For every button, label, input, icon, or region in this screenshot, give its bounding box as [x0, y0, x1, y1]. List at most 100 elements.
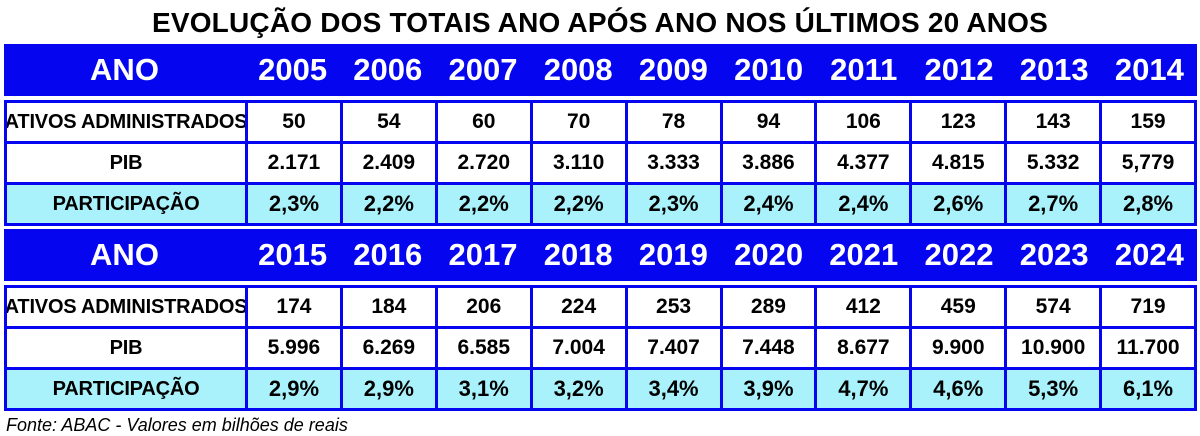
- value-cell: 5,3%: [1004, 370, 1099, 408]
- value-cell: 2,2%: [339, 185, 435, 223]
- value-cell: 9.900: [909, 329, 1004, 367]
- year-cell: 2012: [924, 52, 994, 87]
- row-label: PIB: [109, 336, 143, 359]
- value-cell: 143: [1004, 103, 1099, 141]
- value-cell: 60: [434, 103, 530, 141]
- year-cell: 2014: [1114, 52, 1184, 87]
- year-cell: 2013: [1019, 52, 1089, 87]
- year-cell: 2005: [258, 52, 328, 87]
- year-cell: 2006: [353, 52, 423, 87]
- value-cell: 2,9%: [339, 370, 435, 408]
- value-cell: 106: [814, 103, 909, 141]
- value-cell: 54: [339, 103, 435, 141]
- value-cell: 2,4%: [814, 185, 909, 223]
- year-header-label: ANO: [90, 237, 159, 272]
- value-cell: 10.900: [1004, 329, 1099, 367]
- value-cell: 184: [339, 288, 435, 326]
- year-header-label: ANO: [90, 52, 159, 87]
- year-header-row-2: ANO 2015 2016 2017 2018 2019 2020 2021 2…: [4, 229, 1197, 281]
- year-cell: 2019: [638, 237, 708, 272]
- value-cell: 6.585: [434, 329, 530, 367]
- evolution-table: ANO 2005 2006 2007 2008 2009 2010 2011 2…: [4, 44, 1197, 411]
- value-cell: 3,2%: [529, 370, 625, 408]
- table-row-ativos-1: ATIVOS ADMINISTRADOS 50 54 60 70 78 94 1…: [7, 103, 1194, 144]
- value-cell: 3.333: [624, 144, 720, 182]
- year-cell: 2017: [448, 237, 518, 272]
- value-cell: 4,6%: [909, 370, 1004, 408]
- value-cell: 2.171: [245, 144, 340, 182]
- value-cell: 2,3%: [245, 185, 340, 223]
- value-cell: 5.332: [1004, 144, 1099, 182]
- value-cell: 50: [245, 103, 340, 141]
- value-cell: 159: [1099, 103, 1194, 141]
- value-cell: 6.269: [339, 329, 435, 367]
- table-row-ativos-2: ATIVOS ADMINISTRADOS 174 184 206 224 253…: [7, 288, 1194, 329]
- value-cell: 3,4%: [624, 370, 720, 408]
- value-cell: 2,2%: [529, 185, 625, 223]
- year-cell: 2008: [543, 52, 613, 87]
- table-row-pib-1: PIB 2.171 2.409 2.720 3.110 3.333 3.886 …: [7, 144, 1194, 185]
- value-cell: 3.110: [529, 144, 625, 182]
- year-cell: 2010: [734, 52, 804, 87]
- value-cell: 4,7%: [814, 370, 909, 408]
- value-cell: 174: [245, 288, 340, 326]
- value-cell: 224: [529, 288, 625, 326]
- table-row-participacao-1: PARTICIPAÇÃO 2,3% 2,2% 2,2% 2,2% 2,3% 2,…: [7, 185, 1194, 223]
- value-cell: 2,8%: [1099, 185, 1194, 223]
- year-cell: 2022: [924, 237, 994, 272]
- year-cell: 2011: [830, 52, 898, 87]
- table-row-pib-2: PIB 5.996 6.269 6.585 7.004 7.407 7.448 …: [7, 329, 1194, 370]
- row-label: PARTICIPAÇÃO: [52, 192, 200, 215]
- value-cell: 2,6%: [909, 185, 1004, 223]
- source-note: Fonte: ABAC - Valores em bilhões de reai…: [6, 415, 348, 435]
- value-cell: 5,779: [1099, 144, 1194, 182]
- year-cell: 2009: [638, 52, 708, 87]
- year-header-row-1: ANO 2005 2006 2007 2008 2009 2010 2011 2…: [4, 44, 1197, 96]
- value-cell: 78: [624, 103, 720, 141]
- value-cell: 8.677: [814, 329, 909, 367]
- value-cell: 253: [624, 288, 720, 326]
- value-cell: 459: [909, 288, 1004, 326]
- value-cell: 412: [814, 288, 909, 326]
- value-cell: 574: [1004, 288, 1099, 326]
- value-cell: 3.886: [719, 144, 815, 182]
- value-cell: 206: [434, 288, 530, 326]
- row-label: ATIVOS ADMINISTRADOS: [7, 110, 245, 133]
- value-cell: 3,1%: [434, 370, 530, 408]
- year-cell: 2007: [448, 52, 518, 87]
- row-label: PARTICIPAÇÃO: [52, 377, 200, 400]
- row-label: PIB: [109, 151, 143, 174]
- value-cell: 123: [909, 103, 1004, 141]
- value-cell: 7.448: [719, 329, 815, 367]
- value-cell: 2,9%: [245, 370, 340, 408]
- value-cell: 289: [719, 288, 815, 326]
- value-cell: 2,7%: [1004, 185, 1099, 223]
- year-cell: 2024: [1114, 237, 1184, 272]
- value-cell: 2.409: [339, 144, 435, 182]
- value-cell: 94: [719, 103, 815, 141]
- year-cell: 2016: [353, 237, 423, 272]
- value-cell: 70: [529, 103, 625, 141]
- value-cell: 3,9%: [719, 370, 815, 408]
- value-cell: 5.996: [245, 329, 340, 367]
- value-cell: 2,3%: [624, 185, 720, 223]
- year-cell: 2020: [734, 237, 804, 272]
- data-block-1: ATIVOS ADMINISTRADOS 50 54 60 70 78 94 1…: [4, 100, 1197, 226]
- value-cell: 2.720: [434, 144, 530, 182]
- value-cell: 2,2%: [434, 185, 530, 223]
- page-title: EVOLUÇÃO DOS TOTAIS ANO APÓS ANO NOS ÚLT…: [151, 7, 1049, 38]
- data-block-2: ATIVOS ADMINISTRADOS 174 184 206 224 253…: [4, 285, 1197, 411]
- year-cell: 2015: [258, 237, 328, 272]
- table-row-participacao-2: PARTICIPAÇÃO 2,9% 2,9% 3,1% 3,2% 3,4% 3,…: [7, 370, 1194, 408]
- value-cell: 7.407: [624, 329, 720, 367]
- value-cell: 4.377: [814, 144, 909, 182]
- value-cell: 6,1%: [1099, 370, 1194, 408]
- row-label: ATIVOS ADMINISTRADOS: [7, 295, 245, 318]
- value-cell: 7.004: [529, 329, 625, 367]
- value-cell: 2,4%: [719, 185, 815, 223]
- value-cell: 11.700: [1099, 329, 1194, 367]
- value-cell: 4.815: [909, 144, 1004, 182]
- value-cell: 719: [1099, 288, 1194, 326]
- year-cell: 2021: [829, 237, 899, 272]
